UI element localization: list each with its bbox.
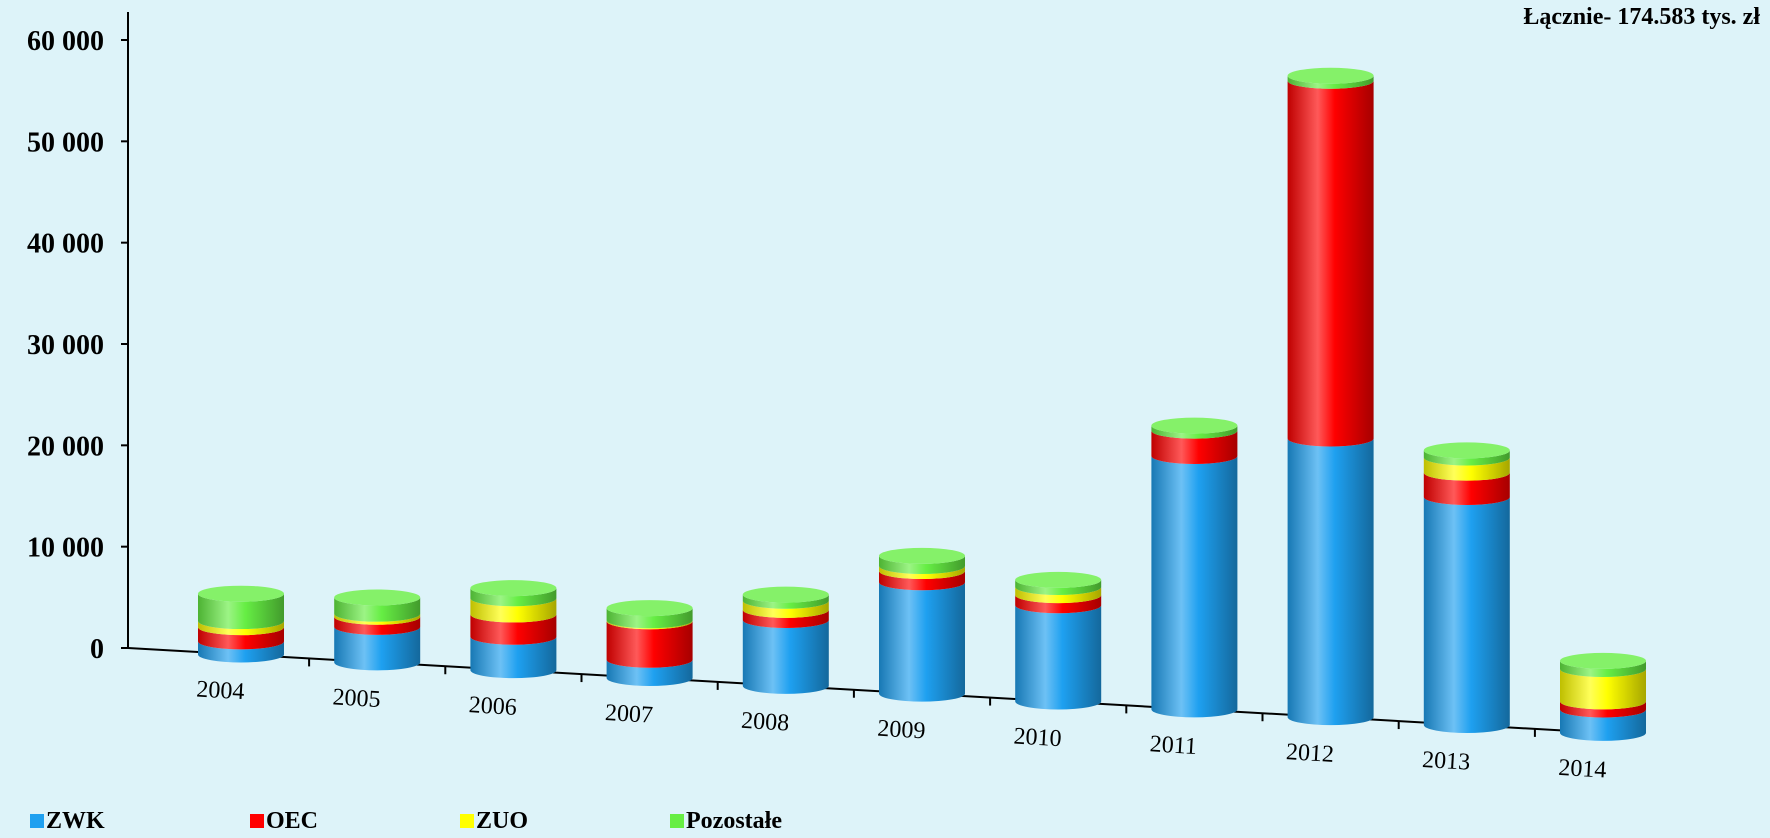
bar-2008	[742, 586, 829, 694]
bar-segment-oec	[1423, 472, 1510, 505]
x-tick-label: 2004	[196, 677, 245, 706]
y-tick-label: 10 000	[27, 533, 104, 564]
x-tick-label: 2010	[1013, 724, 1062, 753]
legend-item-zuo: ZUO	[460, 808, 670, 835]
legend-label: ZWK	[46, 807, 105, 834]
bar-segment-oec	[470, 614, 557, 645]
bar-segment-pozostałe	[1423, 450, 1510, 466]
legend-label: OEC	[266, 807, 319, 834]
y-tick-label: 30 000	[27, 330, 104, 361]
bar-top-cap	[198, 585, 284, 602]
bar-segment-pozostałe	[606, 608, 693, 629]
x-tick-label: 2007	[604, 700, 653, 729]
bar-2014	[1560, 652, 1646, 741]
bar-top-cap	[1560, 652, 1646, 669]
bar-top-cap	[1423, 442, 1510, 459]
legend-swatch	[250, 814, 264, 828]
bar-top-cap	[879, 547, 965, 564]
legend-label: ZUO	[476, 807, 529, 834]
bar-segment-oec	[1015, 595, 1102, 614]
bar-segment-zwk	[334, 626, 421, 671]
bar-segment-zuo	[742, 600, 829, 618]
legend-item-zwk: ZWK	[30, 808, 250, 835]
bar-segment-oec	[606, 621, 693, 668]
bar-segment-zwk	[879, 582, 965, 702]
legend-swatch	[670, 814, 684, 828]
bar-segment-pozostałe	[1151, 425, 1238, 439]
legend-swatch	[460, 814, 474, 828]
x-tick-label: 2006	[468, 692, 517, 721]
bar-segment-zwk	[742, 619, 829, 694]
x-tick-label: 2008	[740, 708, 789, 737]
bar-segment-zwk	[470, 636, 557, 679]
bar-segment-oec	[1287, 80, 1374, 447]
bar-2013	[1423, 442, 1510, 733]
bar-2012	[1287, 67, 1374, 726]
bar-segment-oec	[1151, 430, 1238, 464]
bar-segment-zuo	[1015, 586, 1102, 604]
bar-segment-pozostałe	[1287, 75, 1374, 89]
bar-segment-pozostałe	[879, 555, 965, 574]
x-tick-label: 2012	[1285, 739, 1334, 768]
bar-segment-pozostałe	[470, 588, 557, 607]
y-tick-label: 0	[90, 634, 104, 665]
legend-item-pozostałe: Pozostałe	[670, 808, 870, 835]
bar-top-cap	[470, 580, 557, 597]
total-annotation: Łącznie- 174.583 tys. zł	[1523, 4, 1760, 30]
x-tick-label: 2013	[1421, 747, 1470, 776]
bar-segment-zuo	[470, 598, 557, 623]
bar-segment-zwk	[1423, 496, 1510, 733]
bar-segment-pozostałe	[1015, 579, 1102, 595]
bar-2009	[879, 547, 965, 702]
bar-segment-zwk	[198, 641, 284, 663]
bar-segment-zuo	[334, 613, 421, 625]
bar-2010	[1015, 571, 1102, 710]
x-tick-label: 2014	[1558, 755, 1607, 784]
bar-segment-zuo	[1560, 668, 1646, 710]
legend-label: Pozostałe	[686, 807, 782, 834]
bar-top-cap	[606, 600, 693, 617]
bar-segment-oec	[198, 627, 284, 650]
bar-segment-zwk	[1151, 455, 1238, 718]
x-tick-label: 2009	[877, 716, 926, 745]
bar-segment-oec	[879, 571, 965, 591]
bar-segment-oec	[1560, 701, 1646, 718]
legend-swatch	[30, 814, 44, 828]
bar-segment-pozostałe	[334, 597, 421, 622]
bar-segment-oec	[742, 609, 829, 628]
x-tick-label: 2011	[1149, 731, 1198, 760]
bar-segment-zwk	[1015, 605, 1102, 710]
y-tick-label: 40 000	[27, 229, 104, 260]
bar-segment-zuo	[198, 621, 284, 636]
bar-segment-zuo	[879, 565, 965, 580]
bar-segment-zuo	[1423, 457, 1510, 481]
x-tick-label: 2005	[332, 684, 381, 713]
bar-segment-zwk	[1287, 438, 1374, 726]
legend: ZWK OEC ZUO Pozostałe	[30, 808, 870, 834]
bar-2011	[1151, 417, 1238, 718]
bar-2006	[470, 580, 557, 679]
bar-segment-zwk	[606, 659, 693, 686]
bar-2005	[334, 589, 421, 671]
bar-top-cap	[1015, 571, 1102, 588]
y-tick-label: 50 000	[27, 127, 104, 158]
bar-top-cap	[1151, 417, 1238, 434]
bar-segment-pozostałe	[742, 594, 829, 609]
bar-2004	[198, 585, 284, 663]
bar-segment-oec	[334, 616, 421, 635]
bar-segment-pozostałe	[1560, 660, 1646, 677]
y-tick-label: 60 000	[27, 26, 104, 57]
bar-top-cap	[334, 589, 421, 606]
bar-top-cap	[742, 586, 829, 603]
y-tick-label: 20 000	[27, 431, 104, 462]
legend-item-oec: OEC	[250, 808, 460, 835]
bar-2007	[606, 600, 693, 686]
bar-segment-zwk	[1560, 709, 1646, 741]
bar-top-cap	[1287, 67, 1374, 84]
bar-segment-pozostałe	[198, 593, 284, 630]
